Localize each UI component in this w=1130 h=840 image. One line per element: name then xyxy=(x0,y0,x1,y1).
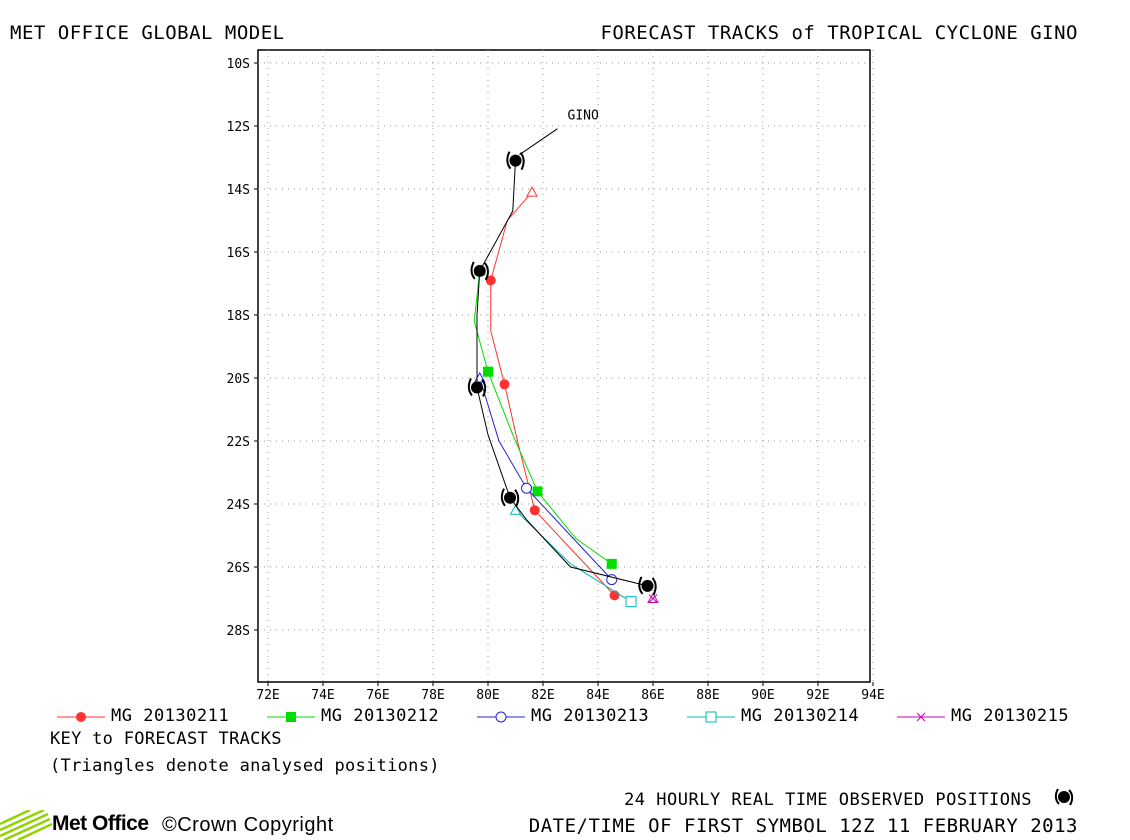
tick-label-x-74E: 74E xyxy=(311,688,334,700)
met-office-logo-icon xyxy=(0,810,53,840)
tick-label-y-10S: 10S xyxy=(227,57,250,72)
track-mg-20130211 xyxy=(485,186,620,601)
observed-symbol-core-4 xyxy=(641,579,654,592)
tick-label-x-80E: 80E xyxy=(476,688,499,700)
first-symbol-datetime: DATE/TIME OF FIRST SYMBOL 12Z 11 FEBRUAR… xyxy=(528,815,1078,837)
tick-label-y-14S: 14S xyxy=(227,183,250,198)
met-office-brand: Met Office xyxy=(52,812,149,835)
observed-cyclone-symbol-1 xyxy=(470,261,489,281)
tick-label-x-76E: 76E xyxy=(366,688,389,700)
track-point-0-2 xyxy=(485,275,496,286)
observed-symbol-core-2 xyxy=(471,381,483,394)
track-mg-20130215 xyxy=(647,592,659,603)
observed-track xyxy=(467,151,657,596)
observed-symbol-arm-right-4 xyxy=(651,577,657,596)
observed-cyclone-symbol-0 xyxy=(506,151,525,171)
tick-label-x-72E: 72E xyxy=(256,688,279,700)
tick-label-x-82E: 82E xyxy=(531,688,554,700)
legend-swatch-20130211 xyxy=(57,712,105,722)
legend-swatch-20130212 xyxy=(267,712,315,722)
storm-name-label: GINO xyxy=(568,109,599,124)
track-point-0-6 xyxy=(529,505,540,516)
track-line-0 xyxy=(490,191,615,596)
grid-lines xyxy=(258,50,874,682)
track-point-0-4 xyxy=(499,379,510,390)
tick-label-y-24S: 24S xyxy=(227,498,250,513)
key-title: KEY to FORECAST TRACKS xyxy=(50,729,282,749)
plot-frame xyxy=(257,49,871,683)
observed-symbol-arm-left-4 xyxy=(638,576,644,595)
tick-label-x-78E: 78E xyxy=(421,688,444,700)
tick-label-x-92E: 92E xyxy=(806,688,829,700)
cyclone-symbol-icon xyxy=(1054,788,1074,806)
tick-label-x-90E: 90E xyxy=(751,688,774,700)
track-line-3 xyxy=(515,509,632,603)
observed-symbol-arm-left-1 xyxy=(470,261,476,280)
track-point-1-6 xyxy=(606,558,617,569)
track-map-plot: 72E 74E 76E 78E 80E 82E 84E 86E 88E 90E 92E 94E 10S 1… xyxy=(227,49,885,700)
observed-symbol-arm-left-2 xyxy=(467,378,473,397)
legend-label-20130213: MG 20130213 xyxy=(531,706,650,726)
analysed-triangle-3 xyxy=(509,504,522,515)
observed-cyclone-symbol-4 xyxy=(638,576,657,596)
tick-label-y-18S: 18S xyxy=(227,309,250,324)
observed-symbol-core-0 xyxy=(509,154,522,167)
legend-swatch-20130215 xyxy=(897,712,945,722)
observed-symbol-arm-right-3 xyxy=(514,489,520,508)
track-line-1 xyxy=(473,270,613,565)
observed-symbol-core-1 xyxy=(473,264,486,277)
legend-label-20130215: MG 20130215 xyxy=(951,706,1070,726)
observed-positions-label: 24 HOURLY REAL TIME OBSERVED POSITIONS xyxy=(624,790,1032,810)
storm-label-leader xyxy=(519,128,558,156)
observed-track-line xyxy=(476,160,648,587)
header-right-title: FORECAST TRACKS of TROPICAL CYCLONE GINO xyxy=(600,22,1078,44)
observed-symbol-core-3 xyxy=(504,491,516,504)
track-point-2-4 xyxy=(606,574,618,586)
observed-symbol-arm-left-3 xyxy=(500,488,506,507)
tick-label-y-20S: 20S xyxy=(227,372,250,387)
tick-label-x-86E: 86E xyxy=(641,688,664,700)
observed-symbol-arm-left-0 xyxy=(506,151,512,170)
tick-label-x-94E: 94E xyxy=(861,688,884,700)
tick-label-y-16S: 16S xyxy=(227,246,250,261)
track-point-3-2 xyxy=(625,596,637,608)
observed-symbol-arm-right-1 xyxy=(483,262,489,281)
track-point-2-2 xyxy=(521,482,532,494)
tick-label-y-28S: 28S xyxy=(227,624,250,639)
legend-swatch-20130213 xyxy=(477,711,525,723)
legend-label-20130214: MG 20130214 xyxy=(741,706,860,726)
legend-label-20130211: MG 20130211 xyxy=(111,706,230,726)
storm-label-group: GINO xyxy=(519,109,599,156)
crown-copyright: ©Crown Copyright xyxy=(162,814,334,836)
axis-ticks: 72E 74E 76E 78E 80E 82E 84E 86E 88E 90E 92E 94E 10S 1… xyxy=(227,57,885,700)
tick-label-y-12S: 12S xyxy=(227,120,250,135)
track-point-1-2 xyxy=(483,366,493,377)
track-mg-20130212 xyxy=(473,264,617,569)
analysed-triangle-0 xyxy=(526,186,538,197)
tick-label-y-22S: 22S xyxy=(227,435,250,450)
observed-cyclone-symbol-3 xyxy=(500,488,520,508)
track-point-4-0 xyxy=(648,594,658,603)
header-left-title: MET OFFICE GLOBAL MODEL xyxy=(10,22,285,44)
legend-swatch-20130214 xyxy=(687,711,735,723)
key-note: (Triangles denote analysed positions) xyxy=(50,756,440,776)
forecast-tracks xyxy=(473,186,659,608)
legend-label-20130212: MG 20130212 xyxy=(321,706,440,726)
track-point-1-4 xyxy=(532,486,543,497)
tick-label-x-88E: 88E xyxy=(696,688,719,700)
observed-cyclone-symbol-2 xyxy=(467,378,487,397)
analysed-triangle-4 xyxy=(647,592,659,603)
tick-label-y-26S: 26S xyxy=(227,561,250,576)
tick-label-x-84E: 84E xyxy=(586,688,609,700)
observed-symbol-arm-right-2 xyxy=(481,378,487,397)
